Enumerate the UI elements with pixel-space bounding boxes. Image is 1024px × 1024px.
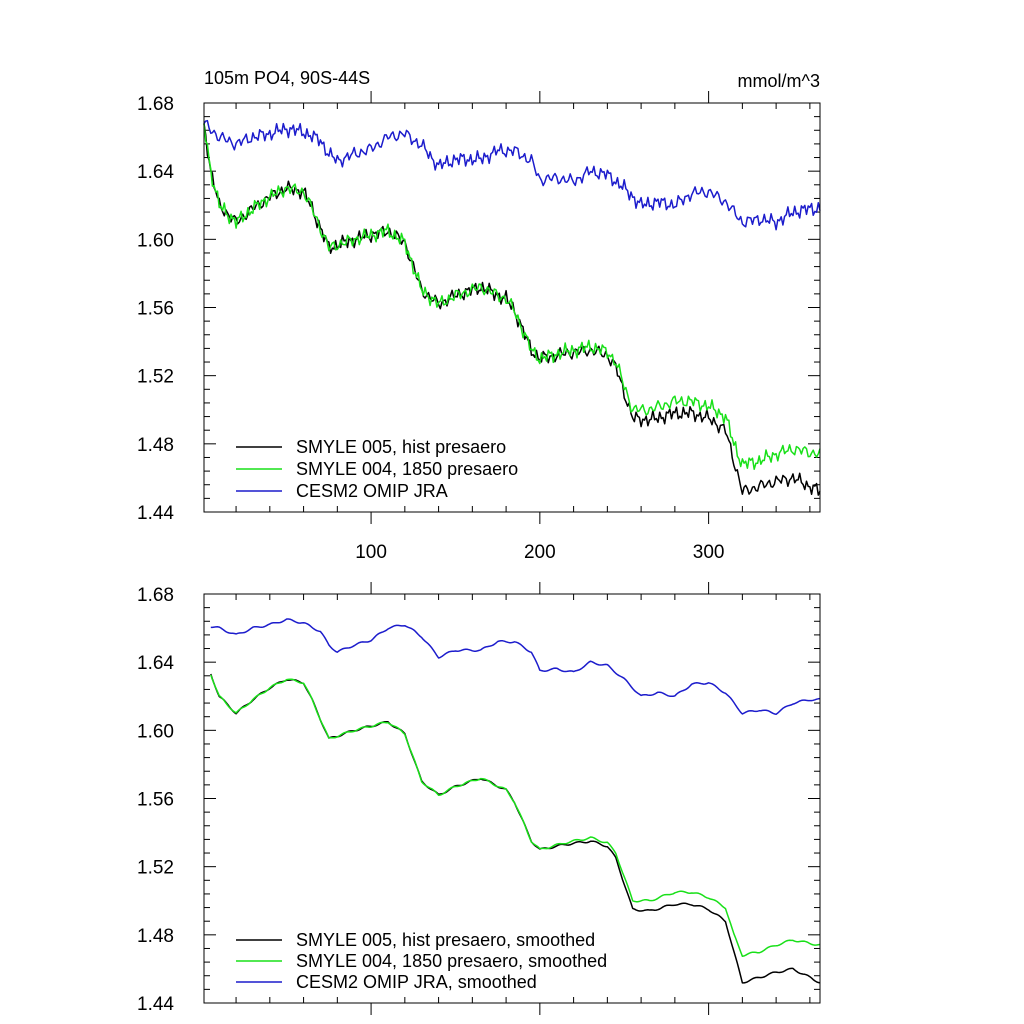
- top-plot-frame: [203, 102, 821, 513]
- legend-label-cesm2: CESM2 OMIP JRA: [296, 481, 448, 501]
- top-axis-labels: 1.44 1.48 1.52 1.56 1.60 1.64 1.68 100 200 300: [137, 94, 724, 563]
- legend-label-smyle004: SMYLE 004, 1850 presaero: [296, 459, 518, 479]
- y-tick-label: 1.56: [137, 790, 174, 811]
- y-tick-label: 1.48: [137, 435, 174, 456]
- y-tick-label: 1.60: [137, 230, 174, 251]
- y-tick-label: 1.52: [137, 858, 174, 879]
- units-label: mmol/m^3: [738, 71, 820, 91]
- x-tick-label: 100: [355, 542, 387, 563]
- bottom-panel: 1.44 1.48 1.52 1.56 1.60 1.64 1.68 SMYLE 005, …: [137, 582, 821, 1015]
- y-tick-label: 1.64: [137, 653, 174, 674]
- y-tick-label: 1.44: [137, 994, 174, 1015]
- top-panel: 105m PO4, 90S-44S mmol/m^3 1.441.481.521…: [137, 68, 821, 563]
- y-tick-label: 1.52: [137, 367, 174, 388]
- legend-label-smyle005-smoothed: SMYLE 005, hist presaero, smoothed: [296, 930, 595, 950]
- x-tick-label: 300: [693, 542, 725, 563]
- y-tick-label: 1.48: [137, 926, 174, 947]
- y-tick-label: 1.56: [137, 299, 174, 320]
- legend-label-smyle005: SMYLE 005, hist presaero: [296, 437, 506, 457]
- x-tick-label: 200: [524, 542, 556, 563]
- legend-label-smyle004-smoothed: SMYLE 004, 1850 presaero, smoothed: [296, 951, 607, 971]
- series-line-cesm2: [203, 119, 821, 231]
- top-legend: SMYLE 005, hist presaero SMYLE 004, 1850…: [236, 437, 518, 501]
- legend-label-cesm2-smoothed: CESM2 OMIP JRA, smoothed: [296, 972, 537, 992]
- y-tick-label: 1.44: [137, 503, 174, 524]
- y-tick-label: 1.64: [137, 162, 174, 183]
- bottom-legend: SMYLE 005, hist presaero, smoothed SMYLE…: [236, 930, 607, 992]
- panel-title: 105m PO4, 90S-44S: [204, 68, 370, 88]
- y-tick-label: 1.68: [137, 94, 174, 115]
- top-series-group: [203, 119, 821, 496]
- bottom-plot-frame: [203, 593, 821, 1004]
- series-line-cesm2: [210, 618, 821, 716]
- bottom-series-group: [210, 618, 821, 984]
- series-line-smyle004: [203, 123, 821, 470]
- bottom-axis-labels: 1.44 1.48 1.52 1.56 1.60 1.64 1.68: [137, 585, 174, 1015]
- series-line-smyle004: [210, 674, 821, 958]
- y-tick-label: 1.68: [137, 585, 174, 606]
- y-tick-label: 1.60: [137, 721, 174, 742]
